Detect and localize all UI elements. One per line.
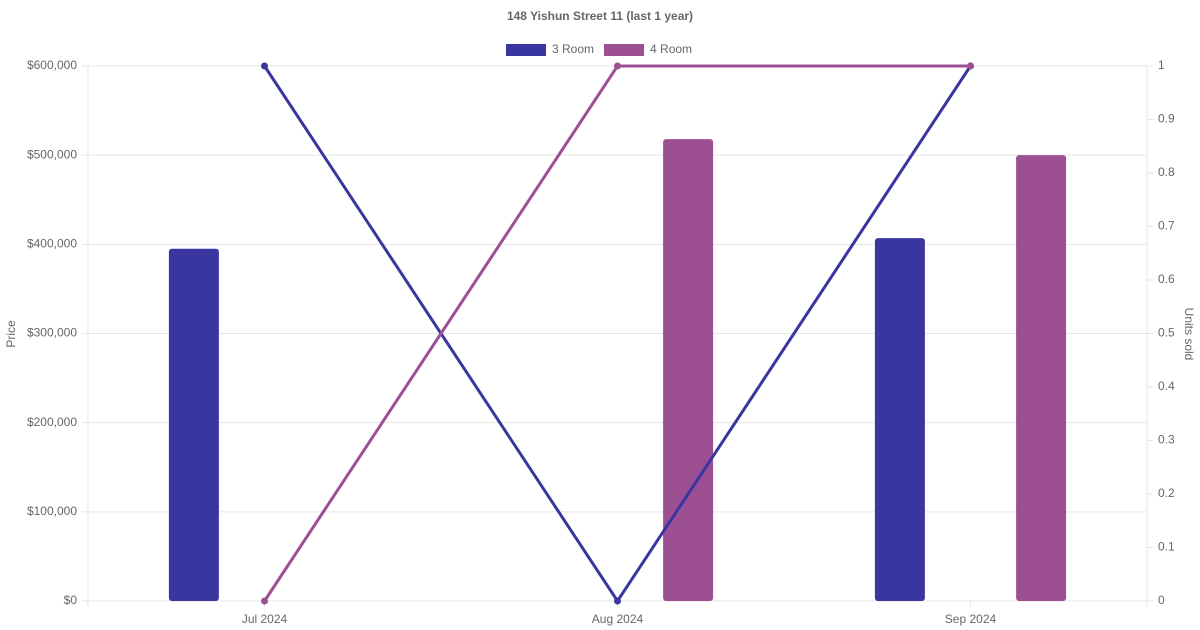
y2-tick-label: 0.8: [1158, 165, 1175, 179]
y-tick-label: $0: [64, 593, 78, 607]
y2-tick-label: 0.6: [1158, 272, 1175, 286]
y2-tick-label: 0: [1158, 593, 1165, 607]
point: [261, 597, 268, 605]
y2-tick-label: 0.9: [1158, 112, 1175, 126]
bar: [663, 139, 714, 601]
y2-tick-label: 1: [1158, 58, 1165, 72]
y2-tick-label: 0.1: [1158, 540, 1175, 554]
y-axis-title: Price: [4, 320, 18, 348]
chart-title: 148 Yishun Street 11 (last 1 year): [507, 9, 693, 23]
point: [967, 62, 974, 70]
x-tick-label: Aug 2024: [592, 612, 644, 626]
point: [614, 62, 621, 70]
point: [614, 597, 621, 605]
y2-axis-title: Units sold: [1182, 308, 1196, 361]
bar: [168, 248, 219, 601]
y-tick-label: $600,000: [27, 58, 77, 72]
x-tick-label: Jul 2024: [242, 612, 288, 626]
legend-swatch: [604, 44, 645, 56]
y-tick-label: $500,000: [27, 147, 77, 161]
legend-label: 3 Room: [552, 42, 594, 56]
x-tick-label: Sep 2024: [945, 612, 997, 626]
legend-swatch: [506, 44, 546, 56]
y-tick-label: $100,000: [27, 504, 77, 518]
point: [261, 62, 268, 70]
y-tick-label: $300,000: [27, 326, 77, 340]
y2-tick-label: 0.4: [1158, 379, 1175, 393]
y-tick-label: $200,000: [27, 415, 77, 429]
y2-tick-label: 0.7: [1158, 219, 1175, 233]
y2-tick-label: 0.2: [1158, 486, 1175, 500]
bar: [1016, 155, 1067, 601]
legend-label: 4 Room: [650, 42, 692, 56]
y-tick-label: $400,000: [27, 237, 77, 251]
y2-tick-label: 0.3: [1158, 433, 1175, 447]
bar: [874, 238, 925, 601]
y2-tick-label: 0.5: [1158, 326, 1175, 340]
